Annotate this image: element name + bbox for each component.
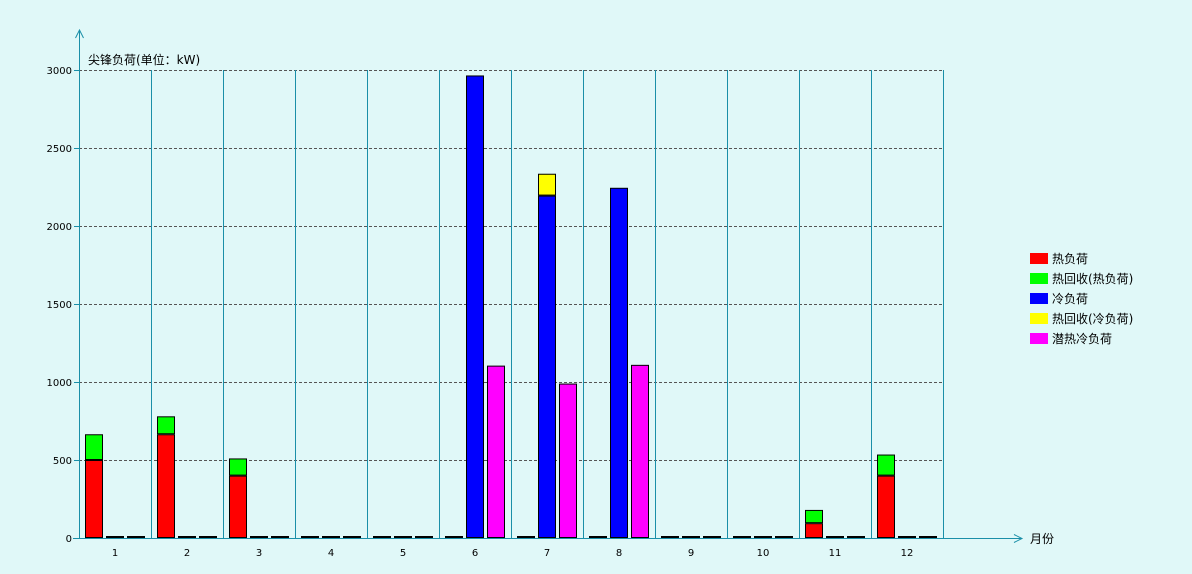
bar-empty-latent	[343, 536, 361, 538]
bar-empty-cool	[682, 536, 700, 538]
bar-heat	[157, 434, 175, 539]
bar-empty-latent	[127, 536, 145, 538]
bar-empty-latent	[919, 536, 937, 538]
legend-swatch	[1030, 273, 1048, 284]
bar-empty-latent	[847, 536, 865, 538]
bar-heat	[85, 434, 103, 461]
bar-cool	[610, 187, 628, 538]
legend-swatch	[1030, 333, 1048, 344]
bar-empty-cool	[754, 536, 772, 538]
legend-swatch	[1030, 313, 1048, 324]
x-tick-label: 11	[829, 548, 842, 559]
legend-item: 热回收(热负荷)	[1030, 272, 1133, 286]
bar-empty-heat	[661, 536, 679, 538]
legend-label: 潜热冷负荷	[1052, 332, 1112, 346]
bar-heat	[157, 416, 175, 435]
y-tick-label: 2500	[47, 144, 72, 155]
x-tick-label: 4	[328, 548, 334, 559]
bar-empty-latent	[775, 536, 793, 538]
bar-heat	[229, 458, 247, 476]
x-tick-label: 5	[400, 548, 406, 559]
x-tick-label: 10	[757, 548, 770, 559]
legend-item: 冷负荷	[1030, 292, 1088, 306]
y-tick-label: 500	[53, 456, 72, 467]
bar-empty-heat	[517, 536, 535, 538]
legend-label: 冷负荷	[1052, 292, 1088, 306]
y-tick-label: 1500	[47, 300, 72, 311]
legend-swatch	[1030, 253, 1048, 264]
bar-heat	[877, 475, 895, 539]
bar-empty-heat	[445, 536, 463, 538]
bar-cool	[538, 173, 556, 196]
x-tick-label: 9	[688, 548, 694, 559]
y-axis-arrow	[75, 28, 84, 39]
bar-latent	[631, 364, 649, 538]
bar-latent	[559, 383, 577, 538]
bar-cool	[466, 75, 484, 539]
bar-empty-cool	[826, 536, 844, 538]
y-tick-label: 1000	[47, 378, 72, 389]
y-tick-label: 3000	[47, 66, 72, 77]
legend-label: 热负荷	[1052, 252, 1088, 266]
bar-heat	[877, 454, 895, 476]
bar-latent	[487, 365, 505, 538]
bar-heat	[85, 460, 103, 538]
x-axis-arrow	[1013, 534, 1024, 543]
bar-empty-latent	[271, 536, 289, 538]
x-tick-label: 8	[616, 548, 622, 559]
bar-empty-cool	[898, 536, 916, 538]
bar-empty-latent	[415, 536, 433, 538]
bar-empty-cool	[250, 536, 268, 538]
bar-heat	[805, 523, 823, 538]
x-tick-label: 6	[472, 548, 478, 559]
bar-empty-heat	[373, 536, 391, 538]
bar-empty-latent	[703, 536, 721, 538]
y-tick-label: 2000	[47, 222, 72, 233]
bar-empty-latent	[199, 536, 217, 538]
bar-empty-cool	[178, 536, 196, 538]
x-tick-label: 12	[901, 548, 914, 559]
legend-item: 热负荷	[1030, 252, 1088, 266]
x-tick-label: 7	[544, 548, 550, 559]
x-tick-label: 2	[184, 548, 190, 559]
bar-empty-heat	[301, 536, 319, 538]
legend-item: 热回收(冷负荷)	[1030, 312, 1133, 326]
legend-label: 热回收(热负荷)	[1052, 272, 1133, 286]
y-axis-title: 尖锋负荷(单位：kW)	[88, 52, 200, 67]
y-tick-label: 0	[66, 534, 72, 545]
x-axis-title: 月份	[1030, 532, 1054, 546]
legend-item: 潜热冷负荷	[1030, 332, 1112, 346]
bar-cool	[538, 195, 556, 539]
bar-heat	[805, 509, 823, 524]
bar-empty-cool	[106, 536, 124, 538]
legend-label: 热回收(冷负荷)	[1052, 312, 1133, 326]
legend-swatch	[1030, 293, 1048, 304]
bar-empty-cool	[322, 536, 340, 538]
bar-empty-heat	[733, 536, 751, 538]
x-tick-label: 1	[112, 548, 118, 559]
bar-empty-cool	[394, 536, 412, 538]
x-tick-label: 3	[256, 548, 262, 559]
bar-heat	[229, 475, 247, 539]
bar-empty-heat	[589, 536, 607, 538]
